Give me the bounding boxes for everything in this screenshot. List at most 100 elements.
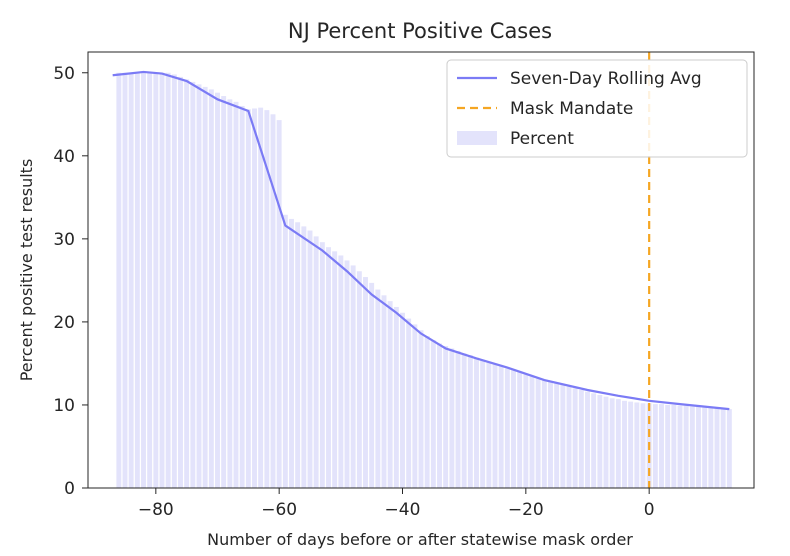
bar bbox=[116, 72, 122, 488]
bar bbox=[344, 260, 350, 488]
y-axis-label: Percent positive test results bbox=[17, 159, 36, 382]
rolling-average-line bbox=[112, 70, 730, 411]
bar bbox=[196, 84, 202, 488]
bar bbox=[665, 404, 671, 488]
y-tick-label: 30 bbox=[53, 230, 75, 250]
bar bbox=[350, 265, 356, 488]
bar bbox=[677, 405, 683, 488]
bar bbox=[689, 406, 695, 488]
bar bbox=[597, 394, 603, 488]
bar bbox=[702, 407, 708, 488]
bar bbox=[615, 399, 621, 488]
bar bbox=[258, 107, 264, 488]
legend-label: Percent bbox=[510, 129, 574, 149]
bar bbox=[159, 72, 165, 488]
x-tick-label: −20 bbox=[508, 500, 544, 520]
bar bbox=[449, 348, 455, 488]
bar bbox=[424, 336, 430, 488]
legend: Seven-Day Rolling Avg Mask Mandate Percent bbox=[446, 59, 748, 158]
bar bbox=[541, 380, 547, 488]
bar bbox=[566, 386, 572, 488]
bar bbox=[529, 375, 535, 488]
bar bbox=[289, 218, 294, 488]
bar bbox=[202, 86, 208, 488]
bar bbox=[443, 345, 449, 488]
bar bbox=[406, 318, 412, 488]
bar bbox=[609, 398, 615, 488]
legend-label: Seven-Day Rolling Avg bbox=[510, 69, 702, 89]
legend-patch-swatch bbox=[457, 131, 497, 145]
legend-label: Mask Mandate bbox=[510, 99, 633, 119]
bar bbox=[375, 289, 381, 488]
bar bbox=[141, 72, 146, 488]
bar bbox=[190, 81, 196, 489]
bar bbox=[332, 251, 338, 488]
bar bbox=[572, 388, 578, 488]
y-tick-label: 10 bbox=[53, 396, 75, 416]
bar bbox=[301, 226, 307, 488]
bar bbox=[591, 393, 597, 488]
y-tick-label: 20 bbox=[53, 313, 75, 333]
bar bbox=[578, 390, 584, 488]
bar bbox=[165, 72, 171, 488]
axes-frame bbox=[87, 51, 755, 489]
bar bbox=[282, 214, 288, 488]
bar bbox=[363, 277, 368, 488]
bar bbox=[517, 371, 523, 488]
bar bbox=[603, 396, 609, 488]
bar bbox=[270, 114, 276, 488]
bar bbox=[400, 312, 405, 488]
bar bbox=[264, 110, 270, 488]
bar bbox=[178, 76, 183, 488]
bar bbox=[338, 255, 344, 488]
bar bbox=[652, 404, 658, 488]
bar bbox=[696, 406, 701, 488]
y-axis: 0 10 20 30 40 50 bbox=[53, 64, 88, 499]
bar bbox=[134, 72, 140, 488]
bar bbox=[245, 109, 251, 489]
bar bbox=[184, 79, 190, 488]
bar bbox=[628, 401, 634, 488]
bar bbox=[412, 324, 418, 488]
bar bbox=[585, 391, 590, 488]
bar bbox=[498, 365, 504, 488]
bar bbox=[640, 403, 646, 488]
x-tick-label: −40 bbox=[385, 500, 421, 520]
bar bbox=[554, 383, 560, 488]
legend-box bbox=[446, 59, 748, 158]
bar bbox=[461, 353, 467, 488]
bar bbox=[480, 360, 486, 488]
bar bbox=[714, 408, 720, 488]
bar bbox=[486, 362, 492, 488]
bar bbox=[221, 96, 227, 489]
bar bbox=[171, 74, 177, 489]
bar bbox=[511, 370, 516, 488]
bar bbox=[369, 282, 375, 488]
bar bbox=[726, 409, 732, 488]
bar bbox=[319, 242, 325, 488]
bar bbox=[418, 330, 424, 488]
y-tick-label: 0 bbox=[64, 479, 75, 499]
plot-area bbox=[112, 52, 732, 489]
bar bbox=[504, 368, 510, 488]
bar bbox=[560, 385, 566, 488]
bar bbox=[356, 271, 362, 488]
bar bbox=[227, 99, 233, 488]
bar bbox=[634, 402, 640, 488]
bar bbox=[381, 295, 387, 488]
x-tick-label: −80 bbox=[138, 500, 174, 520]
y-tick-label: 50 bbox=[53, 64, 75, 84]
bar bbox=[659, 404, 664, 488]
bar bbox=[535, 378, 541, 488]
bar bbox=[122, 72, 128, 488]
bar bbox=[307, 230, 313, 489]
bar bbox=[708, 407, 714, 488]
bar bbox=[437, 343, 442, 488]
bar bbox=[313, 236, 319, 488]
y-tick-label: 40 bbox=[53, 147, 75, 167]
bar bbox=[683, 405, 689, 488]
bar bbox=[548, 381, 553, 488]
bar bbox=[239, 105, 245, 488]
bar bbox=[147, 72, 153, 488]
x-tick-label: 0 bbox=[644, 500, 655, 520]
